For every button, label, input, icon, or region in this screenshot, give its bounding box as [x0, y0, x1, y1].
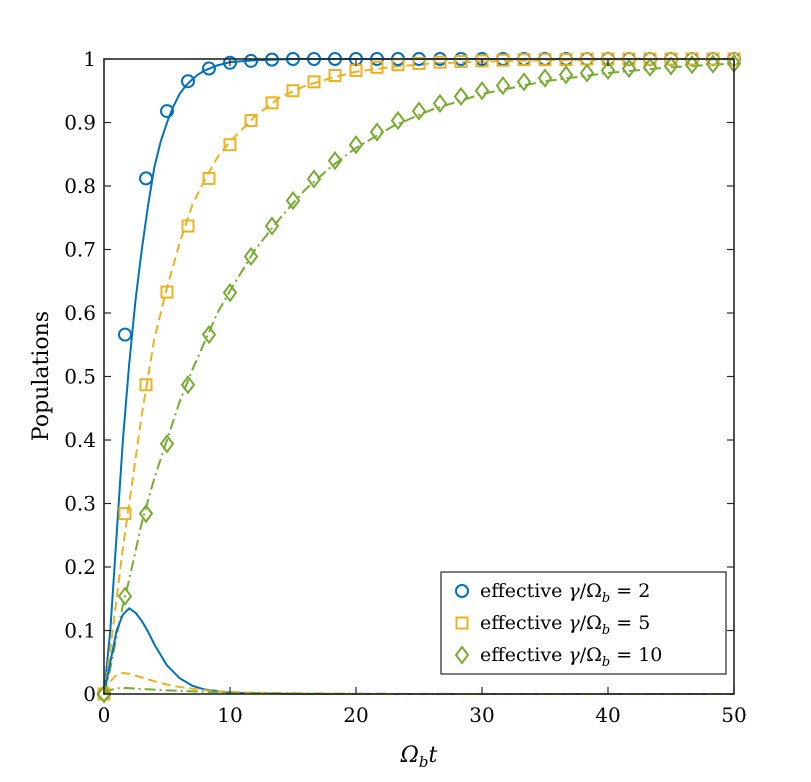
data-point-circle-1	[118, 327, 133, 342]
series-line-5	[103, 62, 735, 695]
x-axis-label-omega: Ω	[400, 743, 419, 768]
y-tick-label: 0.7	[64, 238, 96, 262]
data-point-diamond-5	[201, 324, 217, 345]
y-tick-label: 0.6	[64, 301, 96, 325]
data-point-diamond-21	[537, 68, 553, 88]
data-point-circle-3	[160, 104, 174, 119]
data-point-square-15	[412, 56, 426, 70]
data-point-square-3	[160, 285, 174, 299]
legend-marker-square	[455, 616, 469, 630]
legend-entry-1: effective γ/Ωb = 5	[480, 612, 650, 638]
data-point-diamond-25	[621, 58, 637, 79]
legend-entries: effective γ/Ωb = 2 effective γ/Ωb = 5 effe…	[454, 580, 662, 670]
data-point-diamond-12	[348, 135, 364, 155]
data-point-diamond-4	[180, 375, 196, 395]
legend-entry-0: effective γ/Ωb = 2	[480, 580, 650, 606]
data-point-square-9	[286, 84, 300, 98]
data-point-diamond-17	[453, 86, 469, 107]
data-point-square-16	[433, 55, 447, 69]
x-tick-label: 40	[595, 703, 620, 727]
data-point-square-2	[139, 378, 153, 392]
legend: effective γ/Ωb = 2 effective γ/Ωb = 5 effe…	[440, 571, 727, 675]
data-point-diamond-13	[369, 122, 385, 142]
data-point-diamond-10	[306, 169, 322, 189]
data-point-square-1	[118, 507, 132, 521]
x-axis-label: Ωbt	[400, 743, 438, 771]
x-axis-label-t: t	[429, 743, 438, 768]
y-tick-label: 1	[83, 47, 96, 71]
series-line-7	[103, 672, 734, 695]
x-tick-label: 30	[469, 703, 494, 727]
data-point-diamond-3	[159, 434, 175, 454]
data-point-circle-6	[223, 55, 237, 70]
y-tick-label: 0.1	[64, 619, 96, 643]
x-tick-label: 0	[98, 703, 111, 727]
data-point-square-7	[244, 114, 258, 128]
data-point-square-4	[181, 219, 195, 233]
data-point-diamond-9	[285, 190, 301, 211]
data-point-diamond-20	[516, 72, 532, 92]
y-tick-label: 0.3	[64, 492, 96, 516]
data-point-square-5	[202, 171, 216, 185]
data-point-square-17	[454, 55, 468, 69]
legend-marker-diamond	[454, 645, 470, 665]
data-point-circle-2	[138, 171, 153, 186]
x-tick-label: 50	[721, 703, 746, 727]
data-point-diamond-24	[600, 60, 616, 81]
data-point-diamond-15	[411, 101, 427, 121]
data-point-diamond-7	[243, 246, 259, 267]
y-tick-label: 0.9	[64, 111, 96, 135]
x-tick-label: 10	[217, 703, 242, 727]
data-point-diamond-1	[117, 586, 133, 606]
legend-marker-circle	[455, 584, 469, 598]
data-point-diamond-6	[222, 283, 238, 303]
data-point-diamond-8	[264, 216, 280, 236]
data-point-circle-4	[181, 74, 196, 89]
y-tick-label: 0	[83, 682, 96, 706]
data-point-square-19	[496, 53, 510, 67]
y-axis-label: Populations	[29, 311, 54, 441]
data-point-square-10	[307, 75, 321, 89]
data-point-diamond-2	[138, 503, 154, 524]
data-point-diamond-29	[705, 54, 721, 74]
data-point-diamond-26	[642, 57, 658, 77]
x-tick-label: 20	[343, 703, 368, 727]
data-point-diamond-16	[432, 93, 448, 114]
data-point-diamond-27	[663, 56, 679, 76]
data-point-diamond-0	[96, 684, 112, 704]
data-point-square-8	[265, 96, 279, 110]
data-point-diamond-23	[579, 63, 595, 83]
data-point-diamond-18	[474, 81, 490, 101]
x-axis-label-sub: b	[419, 753, 429, 771]
legend-entry-2: effective γ/Ωb = 10	[480, 644, 662, 670]
data-point-square-6	[223, 138, 237, 152]
data-point-square-13	[370, 60, 384, 74]
legend-box	[440, 571, 727, 675]
data-point-square-18	[475, 54, 489, 68]
data-point-diamond-14	[390, 110, 406, 131]
data-point-circle-7	[244, 53, 259, 68]
y-tick-label: 0.2	[64, 555, 96, 579]
data-point-diamond-19	[495, 76, 511, 96]
data-point-diamond-11	[327, 150, 343, 171]
y-tick-label: 0.4	[64, 428, 96, 452]
data-point-diamond-22	[558, 65, 574, 85]
data-point-circle-5	[201, 61, 216, 76]
y-tick-label: 0.8	[64, 174, 96, 198]
data-point-diamond-28	[684, 55, 700, 75]
tick-layer: 0 10 20 30 40 50 0 0.1 0.2 0.3 0.4 0.5 0.6 0.7 0.8 0.9 1	[64, 47, 747, 727]
y-tick-label: 0.5	[64, 365, 96, 389]
data-point-square-11	[328, 69, 342, 83]
